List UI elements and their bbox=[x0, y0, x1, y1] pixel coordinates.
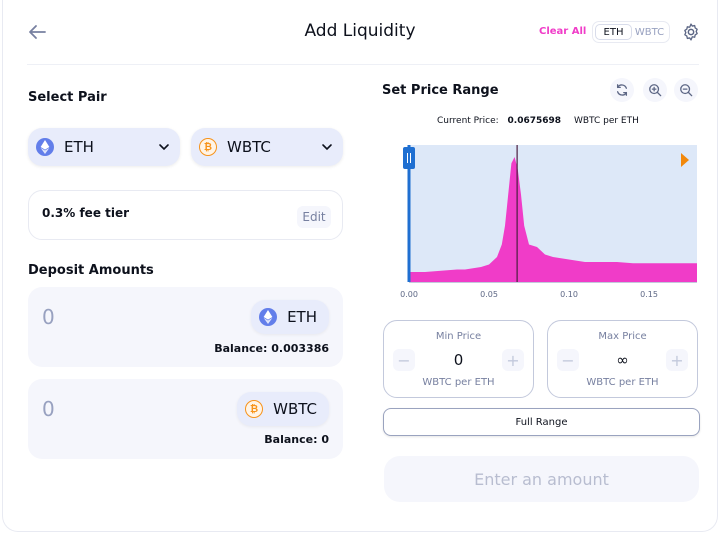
token-b-symbol: WBTC bbox=[227, 138, 271, 156]
eth-icon bbox=[36, 138, 54, 156]
deposit-amounts-label: Deposit Amounts bbox=[28, 263, 154, 278]
toggle-eth[interactable]: ETH bbox=[595, 24, 632, 40]
chevron-down-icon bbox=[159, 144, 169, 151]
min-price-value[interactable]: 0 bbox=[453, 351, 464, 369]
deposit-token-symbol: WBTC bbox=[273, 400, 317, 418]
eth-amount-input[interactable] bbox=[42, 305, 162, 329]
eth-balance: Balance: 0.003386 bbox=[214, 342, 329, 355]
max-price-value[interactable]: ∞ bbox=[616, 351, 629, 369]
x-tick-label: 0.10 bbox=[560, 290, 578, 299]
set-price-range-label: Set Price Range bbox=[382, 83, 499, 98]
min-price-decrease-button[interactable]: − bbox=[393, 349, 415, 371]
enter-amount-button[interactable]: Enter an amount bbox=[384, 456, 699, 502]
wbtc-balance: Balance: 0 bbox=[264, 433, 329, 446]
min-price-box: Min Price − 0 + WBTC per ETH bbox=[383, 320, 534, 398]
max-price-decrease-button[interactable]: − bbox=[557, 349, 579, 371]
x-tick-label: 0.05 bbox=[480, 290, 498, 299]
deposit-row-wbtc: ₿ WBTC Balance: 0 bbox=[28, 379, 343, 459]
refresh-icon[interactable] bbox=[610, 78, 634, 102]
max-price-increase-button[interactable]: + bbox=[666, 349, 688, 371]
x-tick-label: 0.00 bbox=[400, 290, 418, 299]
liquidity-chart[interactable]: 0.00 0.05 0.10 0.15 bbox=[399, 145, 699, 305]
deposit-row-eth: ETH Balance: 0.003386 bbox=[28, 287, 343, 367]
token-a-symbol: ETH bbox=[64, 138, 94, 156]
wbtc-amount-input[interactable] bbox=[42, 397, 162, 421]
token-toggle: ETH WBTC bbox=[592, 21, 670, 43]
fee-tier-box: 0.3% fee tier Edit bbox=[28, 190, 343, 240]
x-tick-label: 0.15 bbox=[640, 290, 658, 299]
page-title: Add Liquidity bbox=[304, 21, 416, 41]
clear-all-button[interactable]: Clear All bbox=[539, 26, 587, 37]
max-price-unit: WBTC per ETH bbox=[586, 377, 659, 388]
back-arrow-icon[interactable] bbox=[25, 20, 49, 44]
zoom-in-icon[interactable] bbox=[643, 78, 667, 102]
current-price-unit: WBTC per ETH bbox=[573, 116, 639, 126]
toggle-wbtc[interactable]: WBTC bbox=[634, 26, 665, 38]
edit-fee-button[interactable]: Edit bbox=[297, 206, 331, 228]
zoom-out-icon[interactable] bbox=[674, 78, 698, 102]
min-price-increase-button[interactable]: + bbox=[502, 349, 524, 371]
deposit-token-wbtc[interactable]: ₿ WBTC bbox=[237, 392, 329, 426]
token-a-select[interactable]: ETH bbox=[28, 128, 180, 166]
gear-icon[interactable] bbox=[681, 22, 701, 42]
deposit-token-eth[interactable]: ETH bbox=[251, 300, 329, 334]
full-range-button[interactable]: Full Range bbox=[383, 408, 700, 436]
min-price-unit: WBTC per ETH bbox=[422, 377, 495, 388]
max-price-box: Max Price − ∞ + WBTC per ETH bbox=[547, 320, 698, 398]
deposit-token-symbol: ETH bbox=[287, 308, 317, 326]
chevron-down-icon bbox=[322, 144, 332, 151]
bitcoin-icon: ₿ bbox=[199, 138, 217, 156]
min-range-handle bbox=[403, 147, 415, 169]
token-b-select[interactable]: ₿ WBTC bbox=[191, 128, 343, 166]
bitcoin-icon: ₿ bbox=[245, 400, 264, 418]
liquidity-chart-svg: 0.00 0.05 0.10 0.15 bbox=[400, 145, 697, 299]
eth-icon bbox=[259, 308, 278, 326]
current-price-label: Current Price: bbox=[437, 116, 499, 126]
current-price-value: 0.0675698 bbox=[507, 116, 562, 126]
max-range-arrow-icon bbox=[681, 153, 689, 167]
fee-tier-label: 0.3% fee tier bbox=[42, 206, 130, 220]
select-pair-label: Select Pair bbox=[28, 90, 107, 105]
max-price-title: Max Price bbox=[598, 331, 647, 342]
current-price: Current Price: 0.0675698 WBTC per ETH bbox=[437, 116, 645, 126]
min-price-title: Min Price bbox=[435, 331, 482, 342]
liquidity-area bbox=[409, 157, 697, 282]
header-divider bbox=[27, 64, 699, 65]
